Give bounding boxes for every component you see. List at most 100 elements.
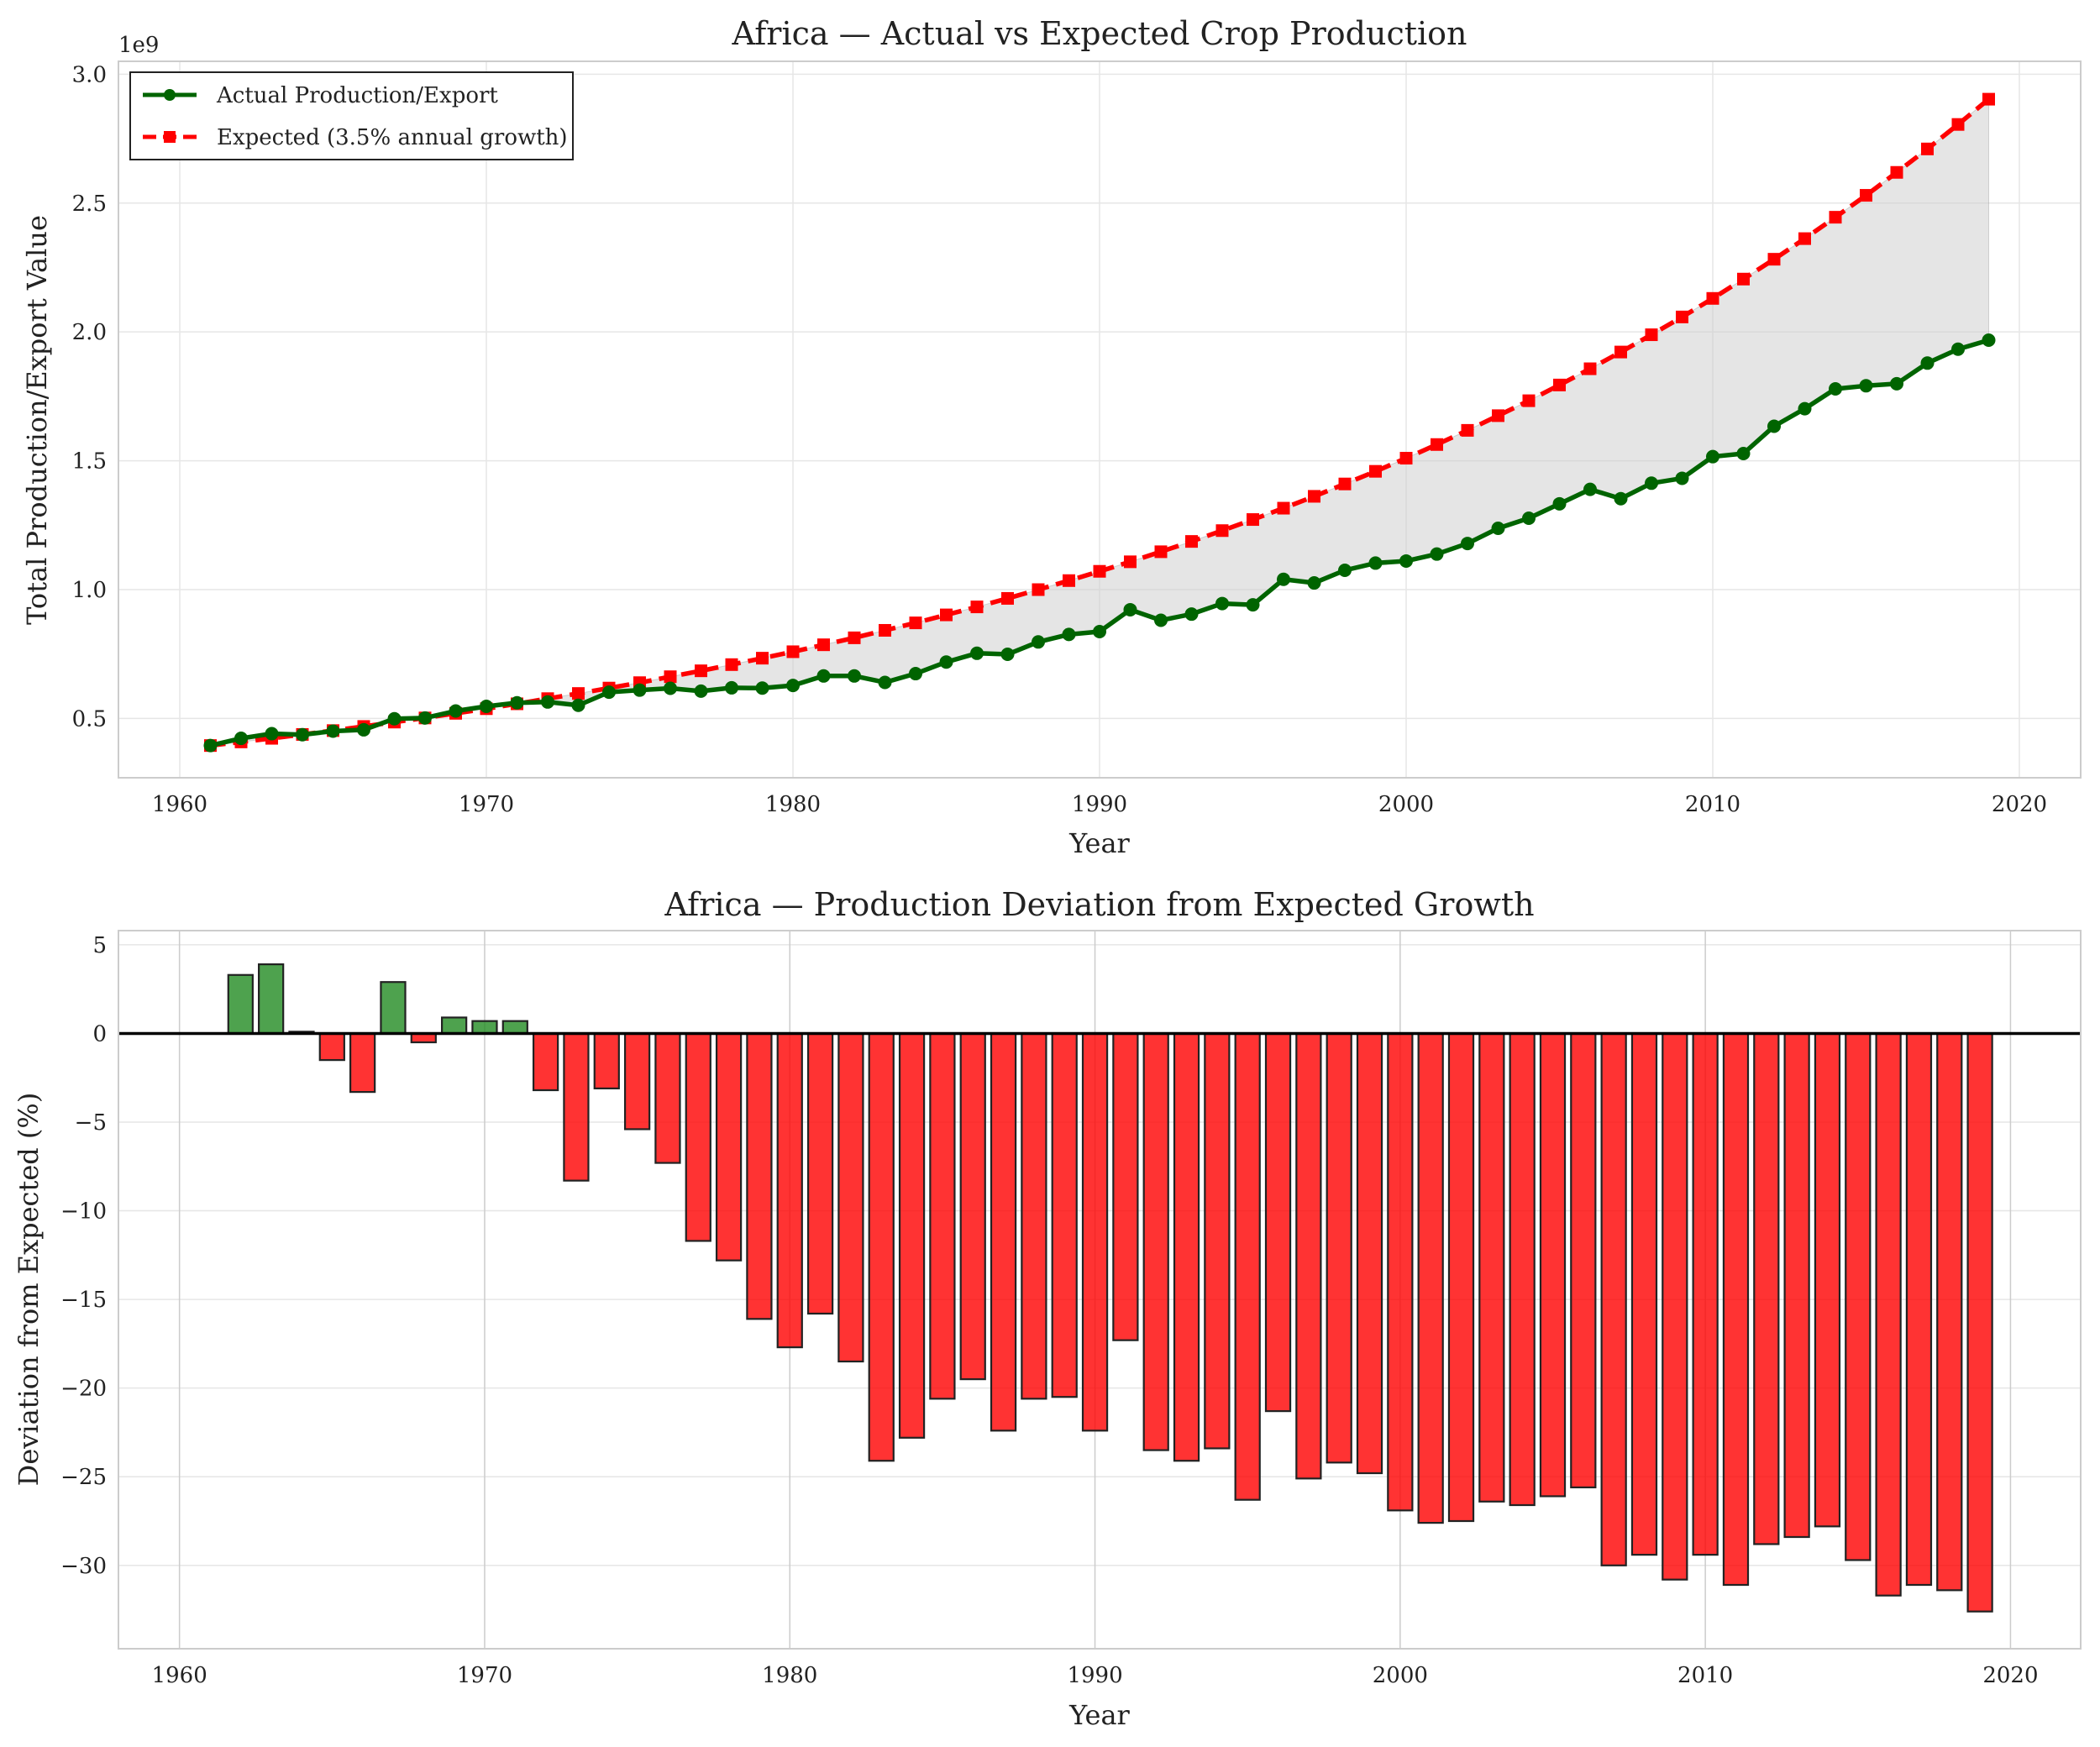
actual-point [755, 681, 769, 695]
actual-point [1951, 342, 1965, 356]
expected-point [1461, 423, 1474, 437]
expected-point [756, 652, 769, 665]
deviation-bar [1326, 1032, 1352, 1464]
actual-point [265, 727, 279, 741]
actual-point [296, 727, 309, 742]
deviation-bar [929, 1032, 956, 1400]
legend-marker-expected [164, 131, 176, 143]
bottom-x-ticks: 1960 1970 1980 1990 2000 2010 2020 [152, 1663, 2039, 1688]
deviation-bar [1753, 1032, 1780, 1545]
actual-point [1307, 576, 1321, 590]
bottom-x-axis-label: Year [1068, 1699, 1130, 1731]
bottom-x-tick-label: 2010 [1677, 1663, 1733, 1688]
bottom-y-tick-label: −25 [60, 1465, 107, 1490]
top-chart-title: Africa — Actual vs Expected Crop Product… [731, 15, 1467, 52]
deviation-bar [959, 1032, 986, 1381]
deviation-bar [1966, 1032, 1993, 1613]
bottom-x-tick-label: 1970 [457, 1663, 512, 1688]
deviation-bar [1051, 1032, 1078, 1398]
actual-point [1583, 482, 1597, 496]
expected-point [1676, 310, 1688, 323]
actual-point [848, 669, 861, 683]
deviation-bar [1905, 1032, 1933, 1587]
expected-point [1338, 477, 1352, 491]
actual-point [786, 679, 800, 693]
expected-point [940, 608, 953, 622]
deviation-bar [898, 1032, 926, 1439]
actual-point [1890, 376, 1903, 391]
bottom-y-tick-label: −5 [75, 1110, 107, 1136]
bottom-chart-title: Africa — Production Deviation from Expec… [664, 886, 1534, 923]
actual-point [234, 732, 248, 746]
top-x-tick-label: 1970 [459, 792, 514, 817]
bottom-y-tick-label: −15 [60, 1288, 107, 1313]
deviation-bar [990, 1032, 1017, 1432]
deviation-bar [1356, 1032, 1383, 1475]
actual-point [878, 675, 892, 690]
actual-point [541, 695, 554, 709]
expected-point [909, 616, 922, 630]
expected-point [786, 645, 800, 658]
deviation-bar [1142, 1032, 1169, 1451]
top-y-tick-label: 1.5 [72, 449, 107, 475]
actual-point [1982, 333, 1996, 347]
actual-point [1184, 607, 1199, 622]
deviation-bar [623, 1032, 651, 1131]
actual-point [1645, 476, 1658, 491]
expected-point [664, 670, 677, 684]
top-x-tick-label: 1990 [1072, 792, 1127, 817]
top-y-tick-label: 0.5 [72, 706, 107, 732]
actual-point [1491, 521, 1505, 535]
actual-point [602, 685, 616, 700]
deviation-bar [1783, 1032, 1810, 1539]
top-x-axis-label: Year [1068, 827, 1130, 859]
top-chart: 1960 1970 1980 1990 2000 2010 2020 0.5 1.0 1.5 2.… [21, 15, 2082, 859]
deviation-bar [501, 1020, 528, 1035]
expected-point [1277, 501, 1290, 515]
deviation-bar [349, 1032, 376, 1094]
top-x-tick-label: 1960 [152, 792, 207, 817]
top-x-tick-label: 2020 [1992, 792, 2047, 817]
bottom-y-ticks: 5 0 −5 −10 −15 −20 −25 −30 [60, 933, 107, 1579]
expected-point [725, 658, 738, 671]
expected-point [1492, 409, 1504, 422]
deviation-bar [1509, 1032, 1536, 1507]
deviation-bar [1814, 1032, 1841, 1528]
deviation-bar [563, 1032, 590, 1182]
expected-point [1951, 118, 1965, 131]
legend-frame [129, 71, 574, 160]
bottom-y-tick-label: 5 [92, 933, 107, 958]
bottom-chart: 1960 1970 1980 1990 2000 2010 2020 5 0 −5 −10 −15 −… [13, 886, 2082, 1731]
actual-point [1032, 635, 1045, 649]
legend-label-expected: Expected (3.5% annual growth) [217, 125, 568, 150]
deviation-bar [1021, 1032, 1047, 1400]
actual-point [1000, 648, 1015, 662]
top-y-tick-label: 3.0 [72, 62, 107, 87]
actual-point [1736, 447, 1751, 461]
expected-point [1982, 92, 1995, 106]
actual-point [1246, 598, 1260, 612]
actual-point [816, 669, 831, 683]
top-y-tick-label: 1.0 [72, 578, 107, 603]
expected-point [1185, 535, 1198, 548]
bottom-x-tick-label: 1980 [762, 1663, 817, 1688]
actual-point [1675, 471, 1689, 485]
actual-point [1215, 596, 1229, 611]
expected-point [1706, 291, 1719, 305]
deviation-bar [1600, 1032, 1627, 1566]
deviation-bar [1112, 1032, 1139, 1341]
deviation-bar [380, 981, 407, 1035]
actual-point [1338, 563, 1352, 577]
deviation-bar [685, 1032, 711, 1242]
actual-point [1767, 419, 1781, 433]
top-x-tick-label: 2010 [1685, 792, 1740, 817]
actual-point [1277, 572, 1290, 586]
expected-point [1645, 328, 1658, 342]
expected-point [1890, 165, 1903, 179]
deviation-bar [1173, 1032, 1200, 1462]
expected-point [695, 664, 707, 678]
actual-point [694, 684, 708, 698]
top-plot-frame [118, 60, 2082, 779]
deviation-bar [1722, 1032, 1750, 1587]
